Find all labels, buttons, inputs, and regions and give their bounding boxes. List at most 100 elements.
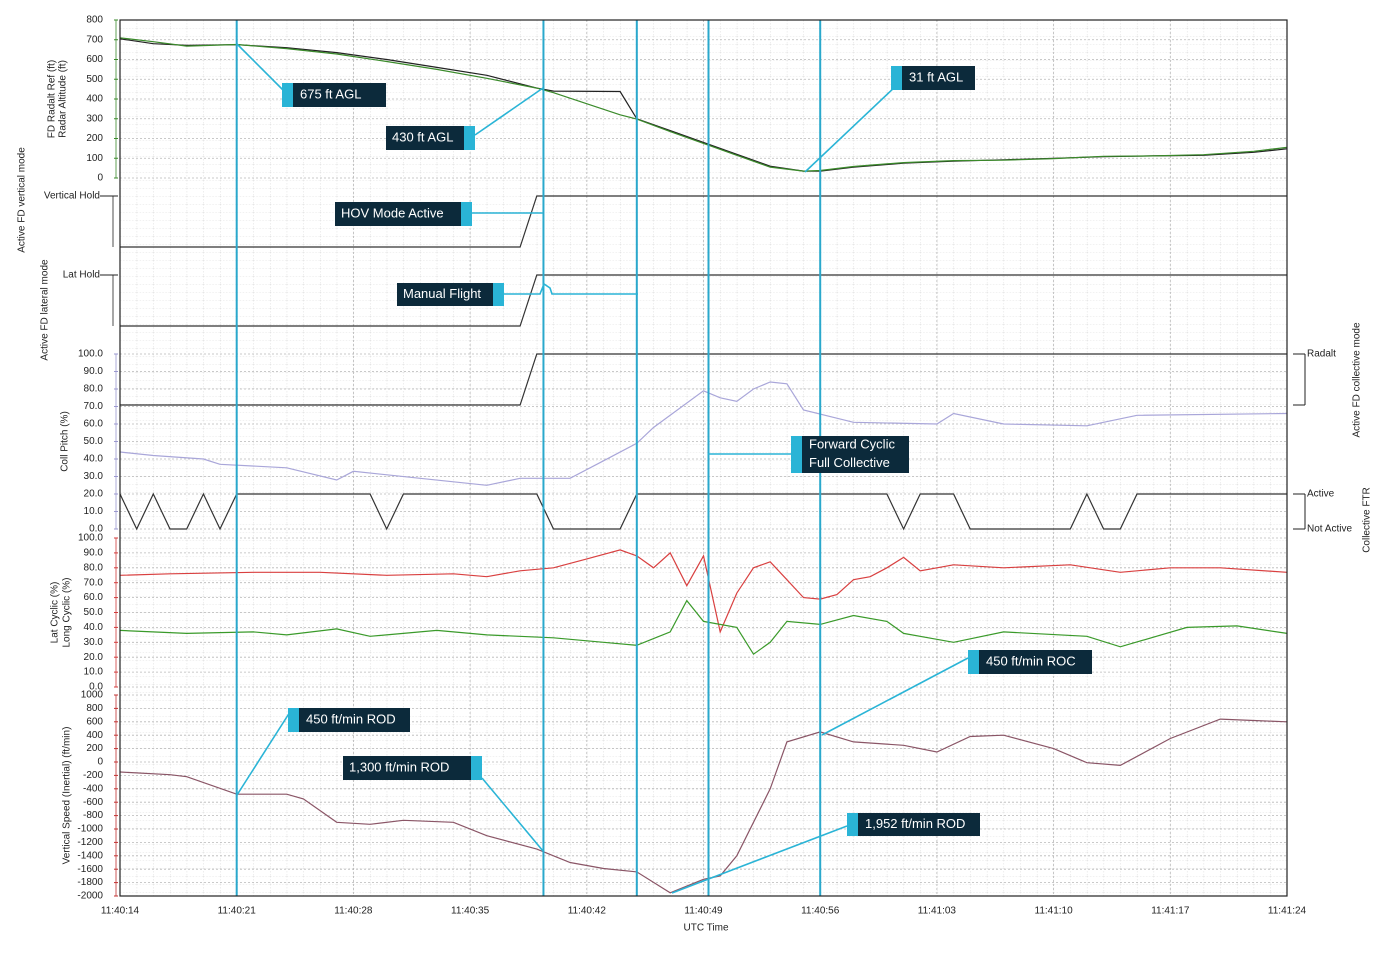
y-tick-label: 60.0 bbox=[84, 419, 104, 430]
callout-leader bbox=[236, 43, 284, 91]
x-tick-label: 11:40:49 bbox=[684, 906, 723, 917]
callout-text: 1,952 ft/min ROD bbox=[865, 816, 965, 831]
y-tick-label: 60.0 bbox=[84, 592, 104, 603]
callout-text: 1,300 ft/min ROD bbox=[349, 759, 449, 774]
y-tick-label: 100 bbox=[86, 153, 103, 164]
callout-tab bbox=[282, 83, 293, 107]
x-axis-title: UTC Time bbox=[684, 923, 729, 934]
y-tick-label: 700 bbox=[86, 34, 103, 45]
series-line bbox=[119, 599, 1288, 656]
callout-box bbox=[397, 283, 504, 306]
series-line bbox=[119, 549, 1288, 634]
y-tick-label: 400 bbox=[86, 94, 103, 105]
plot-background bbox=[120, 20, 1287, 896]
series-layer bbox=[119, 37, 1288, 894]
callout-box bbox=[891, 66, 975, 90]
y-tick-label: Vertical Hold bbox=[44, 191, 100, 202]
y-tick-label: 400 bbox=[86, 730, 103, 741]
y-tick-label: 80.0 bbox=[84, 384, 104, 395]
x-tick-label: 11:40:56 bbox=[801, 906, 840, 917]
y-tick-label: 40.0 bbox=[84, 622, 104, 633]
x-tick-label: 11:40:42 bbox=[568, 906, 607, 917]
y-tick-label: -1000 bbox=[77, 824, 103, 835]
y-axis-title: Lat Cyclic (%) bbox=[50, 582, 61, 644]
y-tick-label: -1400 bbox=[77, 850, 103, 861]
y-tick-label: 200 bbox=[86, 743, 103, 754]
y-tick-label: 600 bbox=[86, 54, 103, 65]
y-tick-label: 10.0 bbox=[84, 506, 104, 517]
callout-leader bbox=[504, 282, 638, 295]
plot-frame bbox=[119, 19, 1288, 897]
y-tick-label: -600 bbox=[83, 797, 103, 808]
y-tick-label: 30.0 bbox=[84, 471, 104, 482]
callout-box bbox=[968, 650, 1092, 674]
callout-text: 31 ft AGL bbox=[909, 69, 963, 84]
y-axis-title: Active FD collective mode bbox=[1352, 322, 1363, 437]
y-tick-label: 800 bbox=[86, 703, 103, 714]
series-line bbox=[120, 353, 1287, 406]
callout-leader bbox=[474, 87, 544, 136]
y-tick-label: 0 bbox=[97, 757, 103, 768]
callout-leader bbox=[671, 825, 848, 894]
y-tick-label: 90.0 bbox=[84, 366, 104, 377]
callout-text: 675 ft AGL bbox=[300, 86, 361, 101]
callout-text: 430 ft AGL bbox=[392, 129, 453, 144]
x-tick-label: 11:41:17 bbox=[1151, 906, 1190, 917]
y-tick-label: 100.0 bbox=[78, 533, 103, 544]
y-tick-label: -800 bbox=[83, 810, 103, 821]
series-line bbox=[120, 195, 1287, 248]
y-tick-label: 70.0 bbox=[84, 577, 104, 588]
y-tick-label: -400 bbox=[83, 783, 103, 794]
callout-tab bbox=[891, 66, 902, 90]
y-tick-label: 500 bbox=[86, 74, 103, 85]
y-tick-label: -200 bbox=[83, 770, 103, 781]
y-tick-label: 30.0 bbox=[84, 637, 104, 648]
y-tick-label: 40.0 bbox=[84, 454, 104, 465]
callout-text: Full Collective bbox=[809, 455, 890, 470]
callout-box bbox=[386, 126, 475, 150]
callout-text: HOV Mode Active bbox=[341, 205, 444, 220]
y-tick-label: 50.0 bbox=[84, 607, 104, 618]
y-tick-label: 100.0 bbox=[78, 349, 103, 360]
callout-box bbox=[847, 813, 980, 836]
y-tick-label: Not Active bbox=[1307, 524, 1352, 535]
callout-tab bbox=[791, 436, 802, 473]
series-line bbox=[119, 381, 1288, 486]
callout-box bbox=[791, 436, 909, 473]
y-tick-label: Radalt bbox=[1307, 349, 1336, 360]
y-tick-label: 200 bbox=[86, 133, 103, 144]
callout-tab bbox=[471, 756, 482, 780]
y-tick-label: -1200 bbox=[77, 837, 103, 848]
y-axis-title: Active FD lateral mode bbox=[40, 259, 51, 361]
y-tick-label: Lat Hold bbox=[63, 270, 100, 281]
y-tick-label: 70.0 bbox=[84, 401, 104, 412]
series-line bbox=[119, 37, 1288, 172]
callout-leader bbox=[804, 84, 898, 173]
callout-box bbox=[288, 708, 410, 732]
y-tick-label: 0 bbox=[97, 173, 103, 184]
y-tick-label: 20.0 bbox=[84, 652, 104, 663]
x-tick-label: 11:41:03 bbox=[918, 906, 957, 917]
series-line bbox=[120, 274, 1287, 327]
y-tick-label: -2000 bbox=[77, 891, 103, 902]
y-tick-label: -1600 bbox=[77, 864, 103, 875]
y-axis-title: Long Cyclic (%) bbox=[62, 577, 73, 647]
callout-tab bbox=[847, 813, 858, 836]
x-tick-label: 11:40:14 bbox=[101, 906, 140, 917]
callout-tab bbox=[493, 283, 504, 306]
y-tick-label: 80.0 bbox=[84, 562, 104, 573]
callout-leader bbox=[481, 777, 544, 852]
x-tick-label: 11:41:24 bbox=[1268, 906, 1307, 917]
y-tick-label: 800 bbox=[86, 15, 103, 26]
y-tick-label: -1800 bbox=[77, 877, 103, 888]
callout-box bbox=[335, 202, 472, 226]
callout-text: 450 ft/min ROC bbox=[986, 653, 1076, 668]
y-tick-label: 0.0 bbox=[89, 682, 103, 693]
callout-leader bbox=[821, 657, 969, 736]
callout-text: Manual Flight bbox=[403, 286, 481, 301]
callout-tab bbox=[288, 708, 299, 732]
y-tick-label: 50.0 bbox=[84, 436, 104, 447]
axis-layer: 11:40:14 11:40:21 11:40:28 11:40:35 11:40:42… bbox=[17, 15, 1373, 917]
